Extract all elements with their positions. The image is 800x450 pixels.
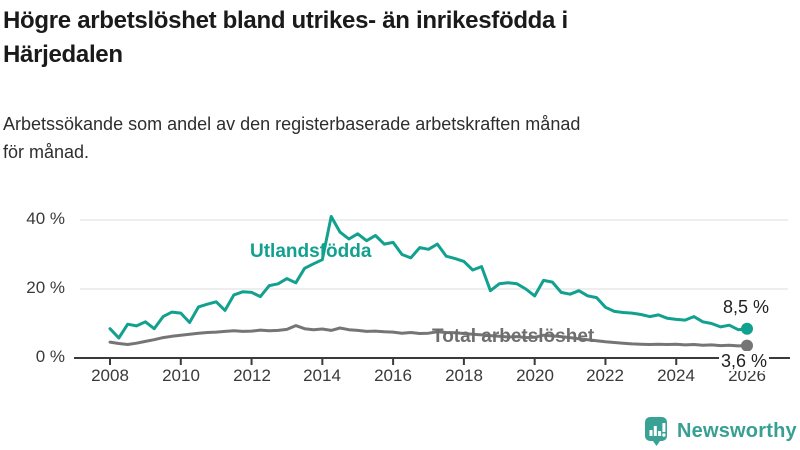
page-subtitle-line1: Arbetssökande som andel av den registerb…	[3, 114, 581, 134]
newsworthy-speech-bubble-bars-icon	[645, 417, 667, 446]
end-point-dots	[741, 322, 753, 352]
gridlines	[80, 219, 788, 290]
x-tick-label: 2012	[233, 366, 271, 385]
newsworthy-logo-text: Newsworthy	[677, 419, 797, 442]
x-tick-label: 2008	[91, 366, 129, 385]
x-tick-label: 2016	[374, 366, 412, 385]
x-tick-label: 2010	[162, 366, 200, 385]
series-label-utlandsfodda: Utlandsfödda	[250, 241, 372, 262]
page-title-line1: Högre arbetslöshet bland utrikes- än inr…	[3, 7, 568, 34]
data-lines	[108, 215, 749, 348]
page-title-line2: Härjedalen	[3, 41, 123, 68]
newsworthy-logo[interactable]: Newsworthy	[643, 414, 798, 448]
end-dot-total	[741, 339, 753, 352]
series-line-utlandsfodda	[108, 215, 749, 340]
y-tick-label: 20 %	[26, 278, 65, 297]
y-tick-label: 0 %	[35, 347, 65, 366]
x-tick-label: 2024	[657, 366, 695, 385]
end-value-label-utlandsfodda: 8,5 %	[722, 297, 769, 317]
series-line-total	[108, 324, 749, 348]
page-title: Högre arbetslöshet bland utrikes- än inr…	[3, 4, 783, 72]
end-dot-utlandsfodda	[741, 322, 753, 335]
x-tick-label: 2022	[586, 366, 624, 385]
end-value-label-total-text: 3,6 %	[718, 351, 769, 371]
x-tick-label: 2020	[516, 366, 554, 385]
end-value-label-total: 3,6 %	[689, 351, 769, 372]
page-subtitle: Arbetssökande som andel av den registerb…	[3, 110, 783, 166]
series-label-total: Total arbetslöshet	[432, 326, 595, 347]
page-subtitle-line2: för månad.	[3, 142, 90, 162]
x-tick-label: 2014	[303, 366, 341, 385]
x-tick-label: 2018	[445, 366, 483, 385]
y-tick-label: 40 %	[26, 209, 65, 228]
